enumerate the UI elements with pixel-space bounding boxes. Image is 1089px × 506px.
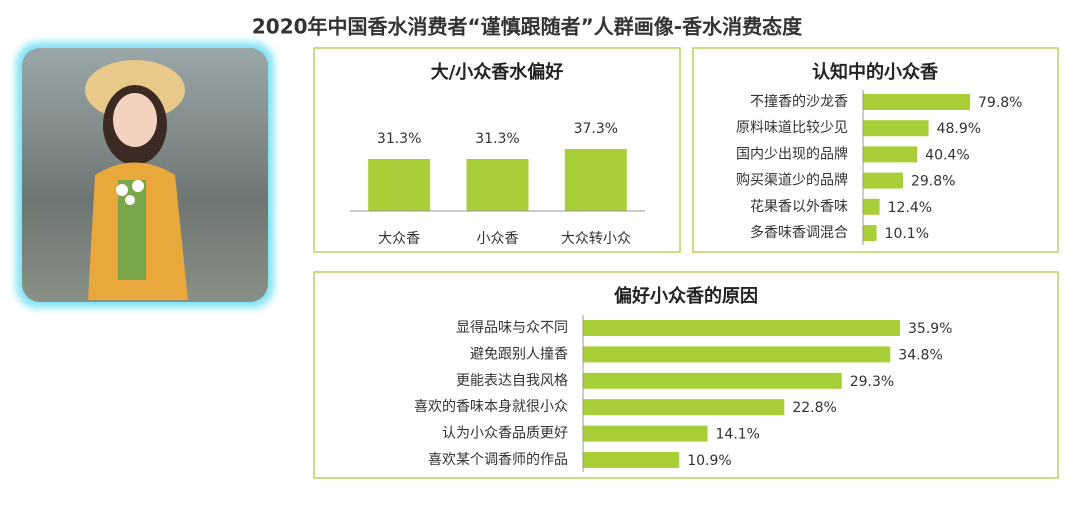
bar	[583, 346, 891, 363]
bar	[583, 372, 842, 389]
category-label: 避免跟别人撞香	[470, 346, 568, 362]
category-label: 认为小众香品质更好	[442, 426, 568, 442]
category-label: 花果香以外香味	[750, 199, 848, 215]
bar	[863, 225, 877, 241]
value-label: 10.1%	[885, 226, 929, 242]
bar	[583, 320, 900, 336]
category-label: 原料味道比较少见	[736, 120, 848, 136]
page-title: 2020年中国香水消费者“谨慎跟随者”人群画像-香水消费态度	[252, 15, 803, 39]
photo	[16, 42, 274, 308]
category-label: 不撞香的沙龙香	[750, 94, 848, 110]
value-label: 79.8%	[978, 95, 1022, 111]
chart-title: 偏好小众香的原因	[614, 285, 758, 307]
value-label: 10.9%	[687, 453, 731, 469]
bar	[863, 198, 880, 215]
category-label: 显得品味与众不同	[456, 319, 568, 336]
chart-title: 大/小众香水偏好	[431, 61, 564, 83]
category-label: 大众香	[378, 231, 420, 247]
value-label: 12.4%	[888, 200, 932, 216]
bar	[466, 158, 529, 211]
value-label: 37.3%	[574, 121, 618, 137]
category-label: 国内少出现的品牌	[736, 145, 848, 162]
value-label: 29.3%	[850, 374, 894, 390]
bar	[863, 172, 903, 189]
category-label: 多香味香调混合	[750, 224, 848, 241]
bar	[583, 399, 785, 416]
bar	[863, 146, 918, 163]
category-label: 喜欢某个调香师的作品	[428, 452, 568, 468]
bar	[583, 425, 708, 442]
value-label: 48.9%	[937, 121, 981, 137]
value-label: 31.3%	[475, 131, 519, 147]
category-label: 喜欢的香味本身就很小众	[414, 399, 568, 415]
value-label: 31.3%	[377, 131, 421, 147]
category-label: 小众香	[477, 231, 519, 247]
bar	[564, 149, 627, 211]
bar	[368, 158, 431, 211]
value-label: 22.8%	[792, 400, 836, 416]
value-label: 29.8%	[911, 174, 955, 190]
value-label: 40.4%	[925, 147, 969, 163]
chart-title: 认知中的小众香	[812, 61, 939, 83]
category-label: 大众转小众	[561, 231, 631, 247]
bar	[583, 452, 680, 468]
category-label: 更能表达自我风格	[456, 373, 568, 389]
value-label: 35.9%	[908, 321, 952, 337]
bar	[863, 120, 929, 137]
category-label: 购买渠道少的品牌	[736, 172, 848, 189]
bar	[863, 94, 970, 110]
value-label: 14.1%	[716, 427, 760, 443]
value-label: 34.8%	[898, 347, 942, 363]
